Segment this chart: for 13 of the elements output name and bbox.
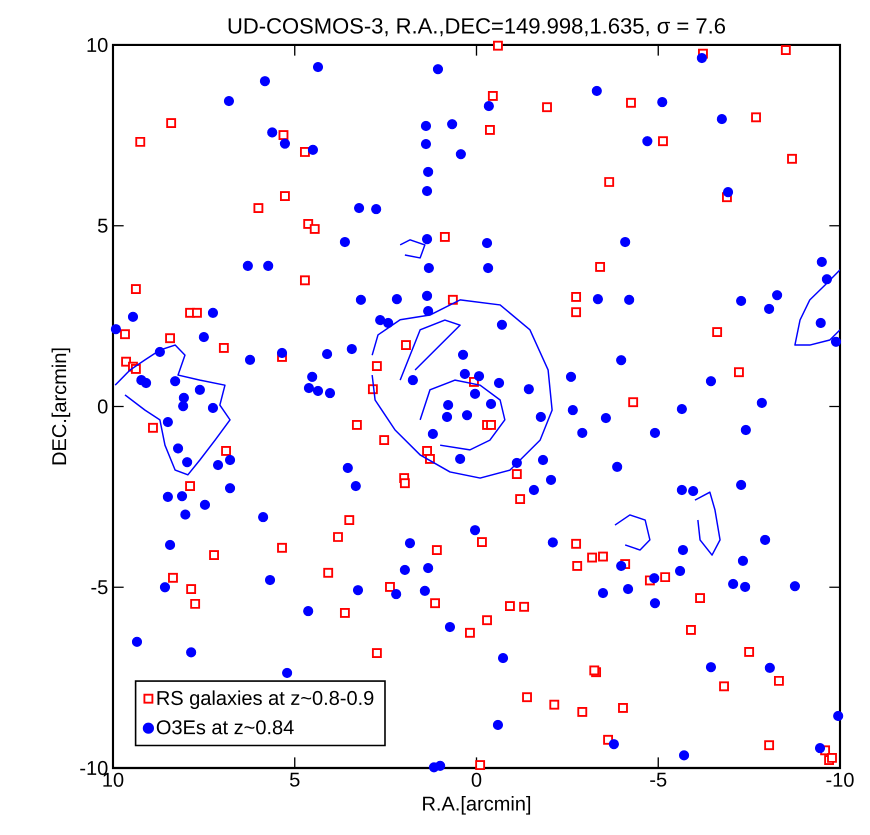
y-tick-label: -5 (91, 580, 108, 594)
chart-title: UD-COSMOS-3, R.A.,DEC=149.998,1.635, σ = 7.6 (228, 18, 726, 36)
x-tick-label: -10 (826, 772, 854, 787)
y-tick-label: 10 (88, 38, 108, 52)
x-axis-title: R.A.[arcmin] (423, 796, 530, 815)
legend-label: RS galaxies at z~0.8-0.9 (157, 690, 374, 710)
x-tick-label: -5 (650, 772, 666, 787)
y-tick-label: 0 (98, 399, 108, 414)
y-tick-label: 5 (98, 218, 108, 233)
x-tick-label: 0 (472, 772, 482, 787)
x-tick-label: 5 (290, 772, 300, 787)
legend-label: O3Es at z~0.84 (156, 720, 294, 734)
y-axis-title: DEC.[arcmin] (52, 348, 70, 464)
